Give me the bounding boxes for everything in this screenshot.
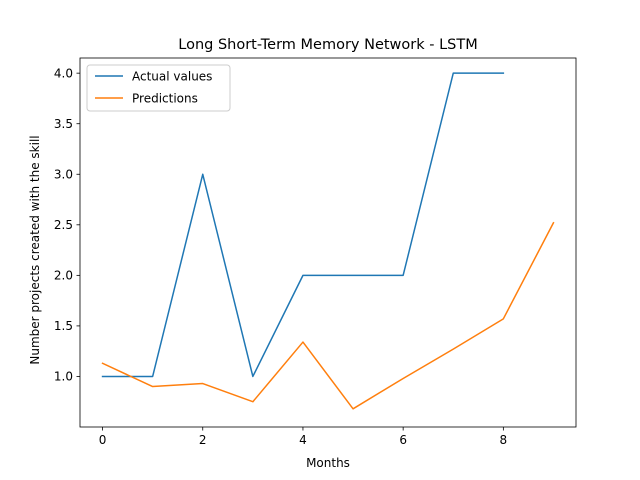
x-tick-label: 8 (500, 433, 508, 447)
plot-area: 0 2 4 6 8 1.0 1.5 2.0 2.5 3.0 3.5 4.0 (54, 57, 577, 447)
legend-entry-0: Actual values (132, 70, 212, 84)
chart-title: Long Short-Term Memory Network - LSTM (178, 37, 478, 53)
series-line-0 (101, 72, 505, 378)
y-tick-label: 3.0 (54, 167, 73, 181)
x-tick-label: 2 (199, 433, 207, 447)
x-tick-label: 0 (99, 433, 107, 447)
legend: Actual values Predictions (86, 64, 231, 112)
y-tick-label: 2.0 (54, 269, 73, 283)
x-axis-label: Months (306, 456, 350, 470)
y-tick-label: 3.5 (54, 117, 73, 131)
y-tick-label: 4.0 (54, 66, 73, 80)
legend-entry-1: Predictions (132, 92, 198, 106)
y-tick-label: 1.5 (54, 319, 73, 333)
y-axis-label: Number projects created with the skill (28, 135, 42, 364)
x-tick-label: 6 (399, 433, 407, 447)
y-tick-label: 1.0 (54, 370, 73, 384)
y-tick-label: 2.5 (54, 218, 73, 232)
series-line-1 (101, 221, 555, 410)
plot-frame (79, 57, 577, 428)
x-tick-label: 4 (299, 433, 307, 447)
